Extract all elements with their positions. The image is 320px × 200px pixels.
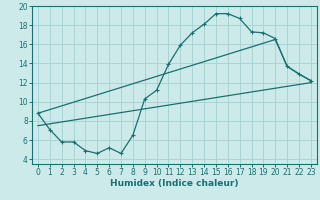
X-axis label: Humidex (Indice chaleur): Humidex (Indice chaleur) xyxy=(110,179,239,188)
